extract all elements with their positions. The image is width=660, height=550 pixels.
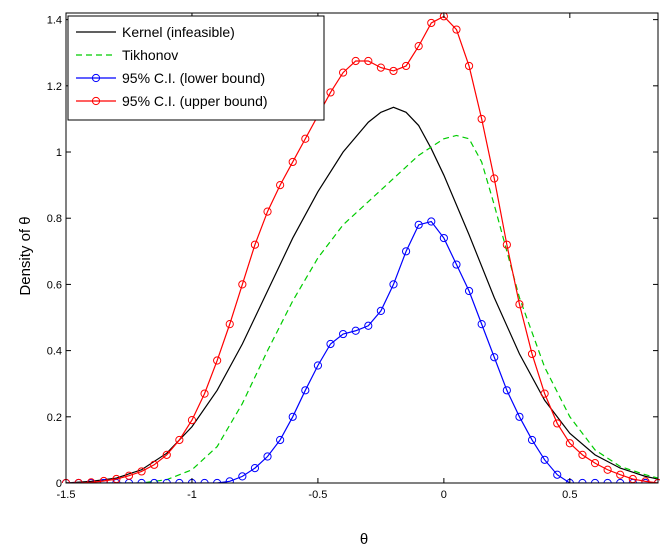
x-tick-label: -1 (187, 489, 197, 501)
data-point-95-c-i-lower-bound (364, 321, 373, 330)
data-point-95-c-i-upper-bound (540, 389, 549, 398)
data-point-95-c-i-lower-bound (477, 320, 486, 329)
series-line-95-c-i-lower-bound (66, 220, 658, 483)
data-point-95-c-i-upper-bound (87, 478, 96, 483)
data-point-95-c-i-upper-bound (590, 459, 600, 468)
data-point-95-c-i-lower-bound (326, 339, 335, 349)
data-point-95-c-i-lower-bound (527, 435, 537, 445)
data-point-95-c-i-upper-bound (351, 56, 360, 66)
data-point-95-c-i-upper-bound (527, 349, 537, 359)
x-tick-label: -0.5 (308, 489, 327, 501)
data-point-95-c-i-upper-bound (162, 450, 171, 459)
data-point-95-c-i-upper-bound (238, 280, 247, 289)
data-point-95-c-i-upper-bound (187, 416, 197, 425)
data-point-95-c-i-upper-bound (641, 477, 650, 483)
data-point-95-c-i-lower-bound (553, 470, 562, 479)
data-point-95-c-i-upper-bound (250, 240, 260, 249)
y-tick-label: 1.2 (47, 81, 62, 93)
data-point-95-c-i-upper-bound (263, 207, 272, 216)
data-point-95-c-i-lower-bound (427, 217, 436, 226)
legend-label-95-c-i-lower-bound: 95% C.I. (lower bound) (122, 70, 265, 86)
series-line-tikhonov (66, 134, 659, 483)
data-point-95-c-i-upper-bound (137, 467, 146, 476)
data-point-95-c-i-lower-bound (452, 260, 461, 269)
data-point-95-c-i-upper-bound (99, 476, 108, 483)
data-point-95-c-i-lower-bound (313, 361, 323, 370)
data-point-95-c-i-upper-bound (427, 18, 436, 28)
y-tick-label: 0.8 (47, 213, 62, 225)
data-point-95-c-i-upper-bound (464, 61, 474, 71)
data-point-95-c-i-upper-bound (150, 460, 159, 469)
data-point-95-c-i-upper-bound (213, 356, 222, 365)
y-axis-label: Density of θ (17, 216, 34, 295)
legend-label-tikhonov: Tikhonov (122, 47, 178, 63)
data-point-95-c-i-upper-bound (326, 88, 335, 97)
data-point-95-c-i-upper-bound (301, 134, 310, 143)
y-tick-label: 0.2 (47, 412, 62, 424)
legend: Kernel (infeasible) Tikhonov 95% C.I. (low… (67, 15, 325, 121)
data-point-95-c-i-upper-bound (364, 56, 373, 66)
x-axis-label: θ (360, 531, 368, 548)
data-point-95-c-i-lower-bound (288, 412, 297, 421)
x-tick-label: 0 (441, 489, 447, 501)
data-point-95-c-i-upper-bound (515, 300, 524, 309)
data-point-95-c-i-upper-bound (175, 435, 184, 445)
data-point-95-c-i-upper-bound (200, 389, 209, 398)
data-point-95-c-i-upper-bound (477, 114, 486, 124)
data-point-95-c-i-upper-bound (490, 174, 499, 183)
x-tick-label: 0.5 (562, 489, 577, 501)
data-point-95-c-i-upper-bound (578, 450, 587, 459)
data-point-95-c-i-upper-bound (414, 41, 423, 51)
data-point-95-c-i-lower-bound (414, 220, 423, 229)
legend-marker-95-c-i-lower-bound (91, 73, 101, 83)
data-point-95-c-i-upper-bound (339, 68, 348, 77)
data-point-95-c-i-upper-bound (603, 465, 612, 474)
plot-frame (65, 12, 659, 484)
data-point-95-c-i-upper-bound (288, 157, 297, 167)
data-point-95-c-i-lower-bound (502, 386, 511, 395)
y-tick-label: 1.4 (47, 15, 62, 27)
data-point-95-c-i-lower-bound (439, 233, 448, 243)
data-point-95-c-i-upper-bound (276, 181, 285, 190)
legend-marker-95-c-i-upper-bound (91, 96, 101, 106)
data-point-95-c-i-lower-bound (490, 353, 499, 362)
data-point-95-c-i-upper-bound (553, 419, 562, 428)
data-point-95-c-i-upper-bound (565, 439, 574, 448)
axes: -1.5 -1 -0.5 0 0.5 0 0.2 0.4 0.6 0.8 1 1.2 1.4 (47, 12, 659, 501)
plot-area (61, 12, 660, 483)
data-point-95-c-i-lower-bound (515, 412, 524, 421)
data-point-95-c-i-lower-bound (250, 464, 260, 473)
data-point-95-c-i-lower-bound (276, 435, 285, 445)
x-tick-label: -1.5 (57, 489, 76, 501)
data-point-95-c-i-upper-bound (225, 320, 234, 329)
data-point-95-c-i-lower-bound (376, 306, 385, 315)
y-tick-label: 0.4 (47, 346, 62, 358)
data-point-95-c-i-lower-bound (301, 386, 310, 395)
data-point-95-c-i-lower-bound (389, 280, 398, 289)
data-point-95-c-i-lower-bound (263, 452, 272, 461)
y-tick-label: 0 (56, 478, 62, 490)
data-point-95-c-i-lower-bound (540, 455, 549, 464)
data-point-95-c-i-upper-bound (389, 66, 398, 76)
data-point-95-c-i-lower-bound (464, 286, 474, 296)
data-point-95-c-i-lower-bound (339, 329, 348, 339)
data-point-95-c-i-lower-bound (225, 477, 234, 483)
data-point-95-c-i-lower-bound (401, 247, 411, 256)
y-tick-label: 1 (56, 147, 62, 159)
legend-box (67, 15, 325, 121)
y-tick-label: 0.6 (47, 279, 62, 291)
data-point-95-c-i-lower-bound (351, 326, 360, 335)
data-point-95-c-i-upper-bound (616, 470, 625, 479)
data-point-95-c-i-upper-bound (376, 63, 385, 72)
data-point-95-c-i-upper-bound (401, 61, 411, 71)
legend-label-95-c-i-upper-bound: 95% C.I. (upper bound) (122, 93, 268, 109)
data-point-95-c-i-upper-bound (452, 25, 461, 34)
data-point-95-c-i-lower-bound (238, 472, 247, 481)
data-point-95-c-i-upper-bound (502, 240, 511, 249)
legend-label-kernel-infeasible: Kernel (infeasible) (122, 24, 235, 40)
data-point-95-c-i-upper-bound (124, 471, 134, 480)
